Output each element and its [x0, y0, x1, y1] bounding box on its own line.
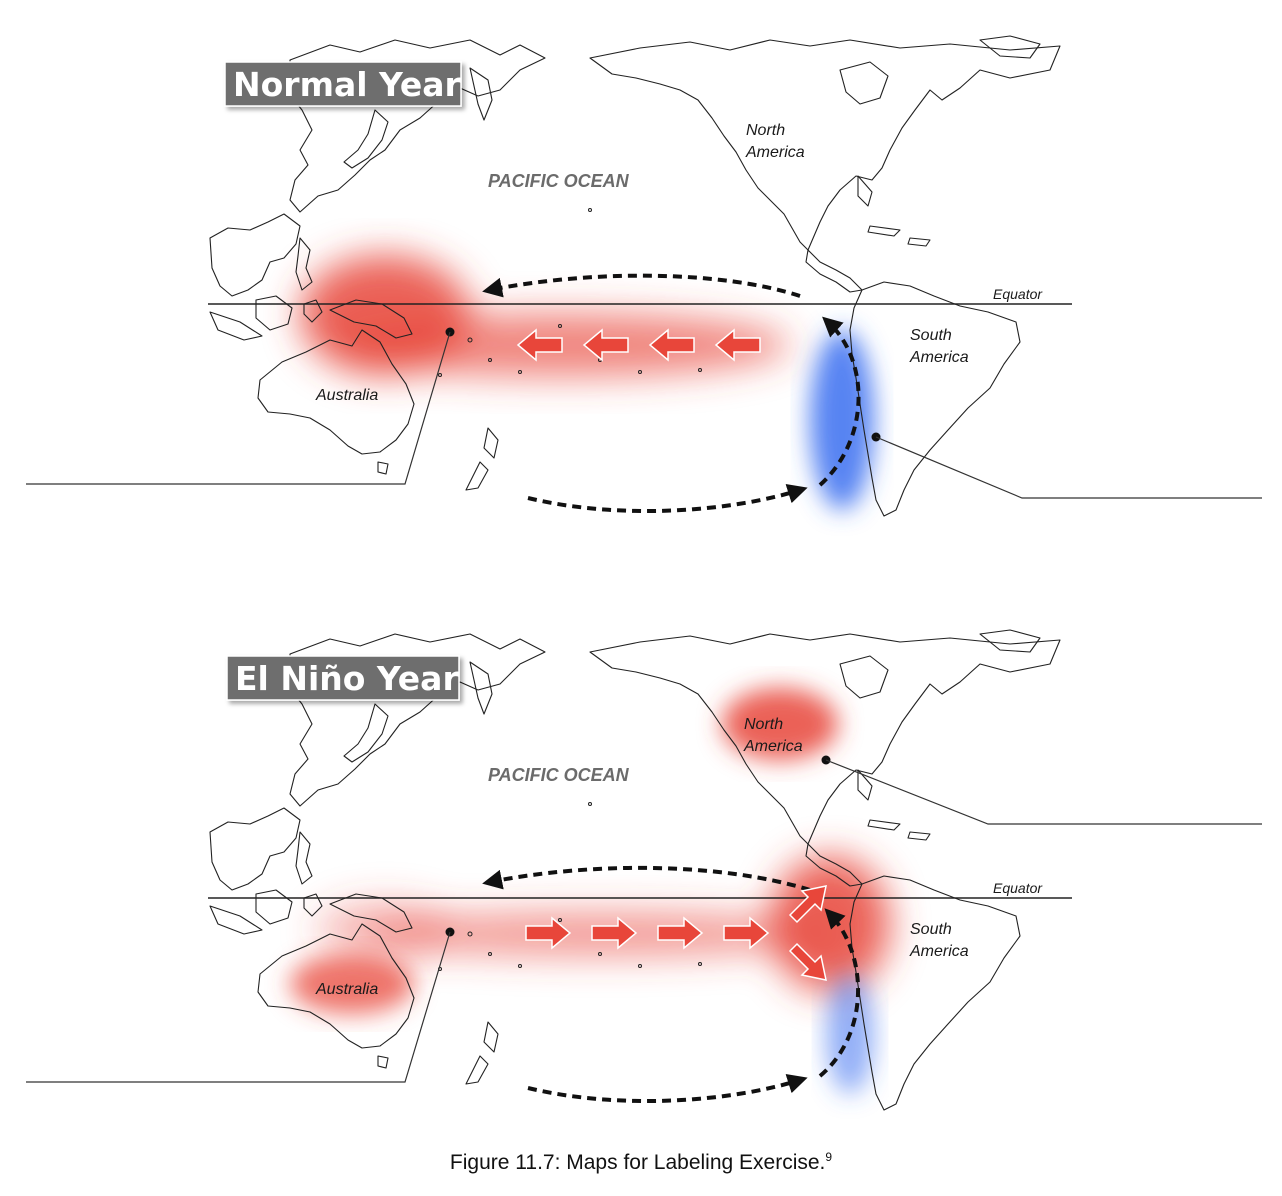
- ocean-label: PACIFIC OCEAN: [488, 171, 630, 191]
- label-line: South: [910, 921, 952, 938]
- warm-flow-arrow: [788, 885, 827, 924]
- upwelling-arrow: [818, 908, 861, 1078]
- australia-label: Australia: [315, 981, 378, 998]
- south-america-label: South America: [909, 327, 969, 366]
- coastlines: [209, 629, 1061, 1111]
- return-flow-arrow: [527, 484, 808, 514]
- map-normal-year: Equator Normal Year PACIFIC OCEAN North A: [26, 35, 1262, 517]
- label-leader-north-america: [821, 755, 1262, 825]
- map-title: Normal Year: [233, 65, 462, 104]
- map-title: El Niño Year: [235, 659, 459, 698]
- warm-water-region: [300, 255, 790, 377]
- footnote-marker: 9: [825, 1150, 833, 1164]
- trade-wind-arrow: [648, 328, 695, 362]
- equator-label: Equator: [993, 286, 1043, 302]
- label-line: America: [909, 943, 969, 960]
- warm-flow-arrow: [591, 916, 638, 950]
- warm-flow-arrow: [723, 916, 770, 950]
- trade-wind-arrow: [582, 328, 629, 362]
- label-leader-west: [26, 327, 455, 485]
- label-leader-west: [26, 927, 455, 1083]
- south-america-label: South America: [909, 921, 969, 960]
- upwelling-arrow: [818, 316, 861, 487]
- warm-flow-arrow: [657, 916, 704, 950]
- trade-wind-arrow: [516, 328, 563, 362]
- surface-wind-arrow: [482, 273, 801, 298]
- australia-warm-region: [290, 954, 414, 1014]
- label-leader-east: [871, 432, 1262, 499]
- warm-flow-arrow: [525, 916, 572, 950]
- caption-text: Figure 11.7: Maps for Labeling Exercise.: [449, 1151, 826, 1174]
- label-line: America: [745, 144, 805, 161]
- warm-water-arrows: [525, 885, 827, 981]
- trade-wind-arrows: [516, 328, 761, 362]
- label-line: North: [746, 122, 785, 139]
- map-el-nino-year: Equator El Niño Year PACIFIC OCEAN North…: [26, 629, 1262, 1111]
- map-title-banner: [226, 655, 460, 701]
- surface-wind-arrow: [482, 865, 811, 892]
- return-flow-arrow: [527, 1074, 808, 1104]
- map-title-banner: [224, 61, 462, 107]
- trade-wind-arrow: [714, 328, 761, 362]
- north-america-label: North America: [745, 122, 805, 161]
- label-line: America: [743, 738, 803, 755]
- figure-caption: Figure 11.7: Maps for Labeling Exercise.…: [0, 1150, 1282, 1175]
- label-line: North: [744, 716, 783, 733]
- label-line: South: [910, 327, 952, 344]
- australia-label: Australia: [315, 387, 378, 404]
- north-america-label: North America: [743, 716, 803, 755]
- equator-label: Equator: [993, 880, 1043, 896]
- warm-flow-arrow: [788, 942, 827, 981]
- label-line: America: [909, 349, 969, 366]
- ocean-label: PACIFIC OCEAN: [488, 765, 630, 785]
- north-america-warm-region: [722, 688, 838, 760]
